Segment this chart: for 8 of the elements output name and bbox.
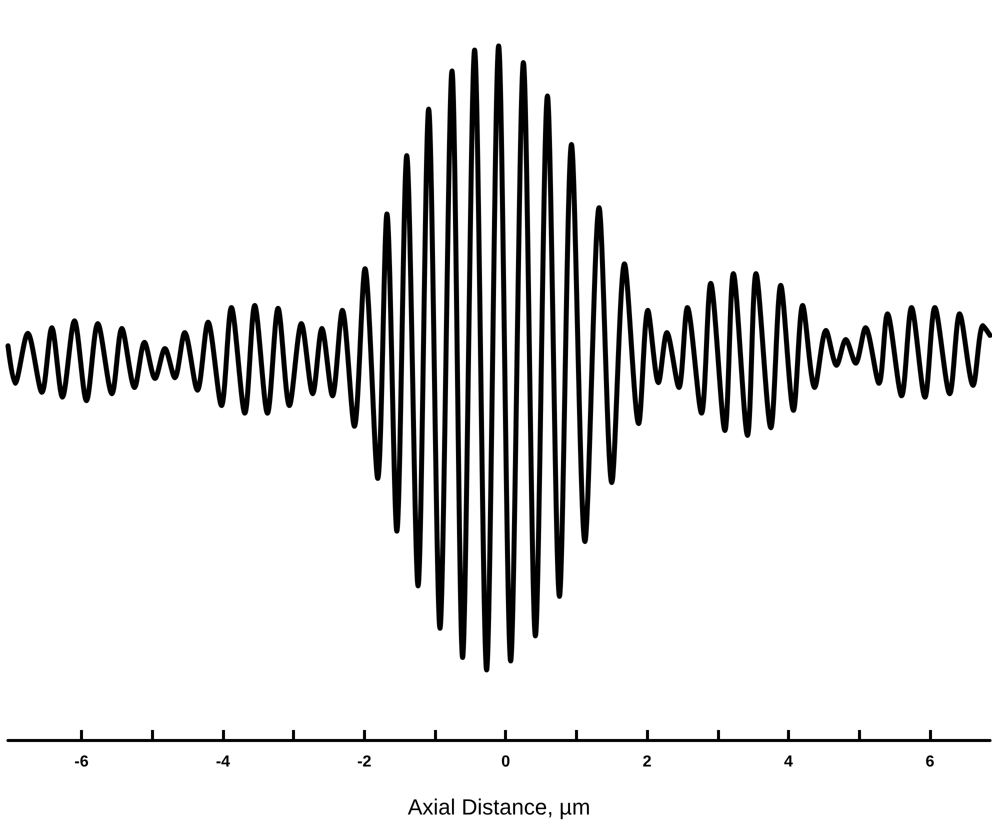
x-tick-label: 0 (501, 754, 510, 770)
x-tick-label: -2 (357, 754, 372, 770)
x-tick-label: 2 (642, 754, 652, 770)
x-axis-title: Axial Distance, µm (408, 794, 590, 820)
x-tick-label: 6 (925, 754, 934, 770)
x-tick-label: -4 (216, 754, 230, 770)
x-tick-label: -6 (74, 754, 89, 770)
x-tick-label: 4 (784, 754, 794, 770)
